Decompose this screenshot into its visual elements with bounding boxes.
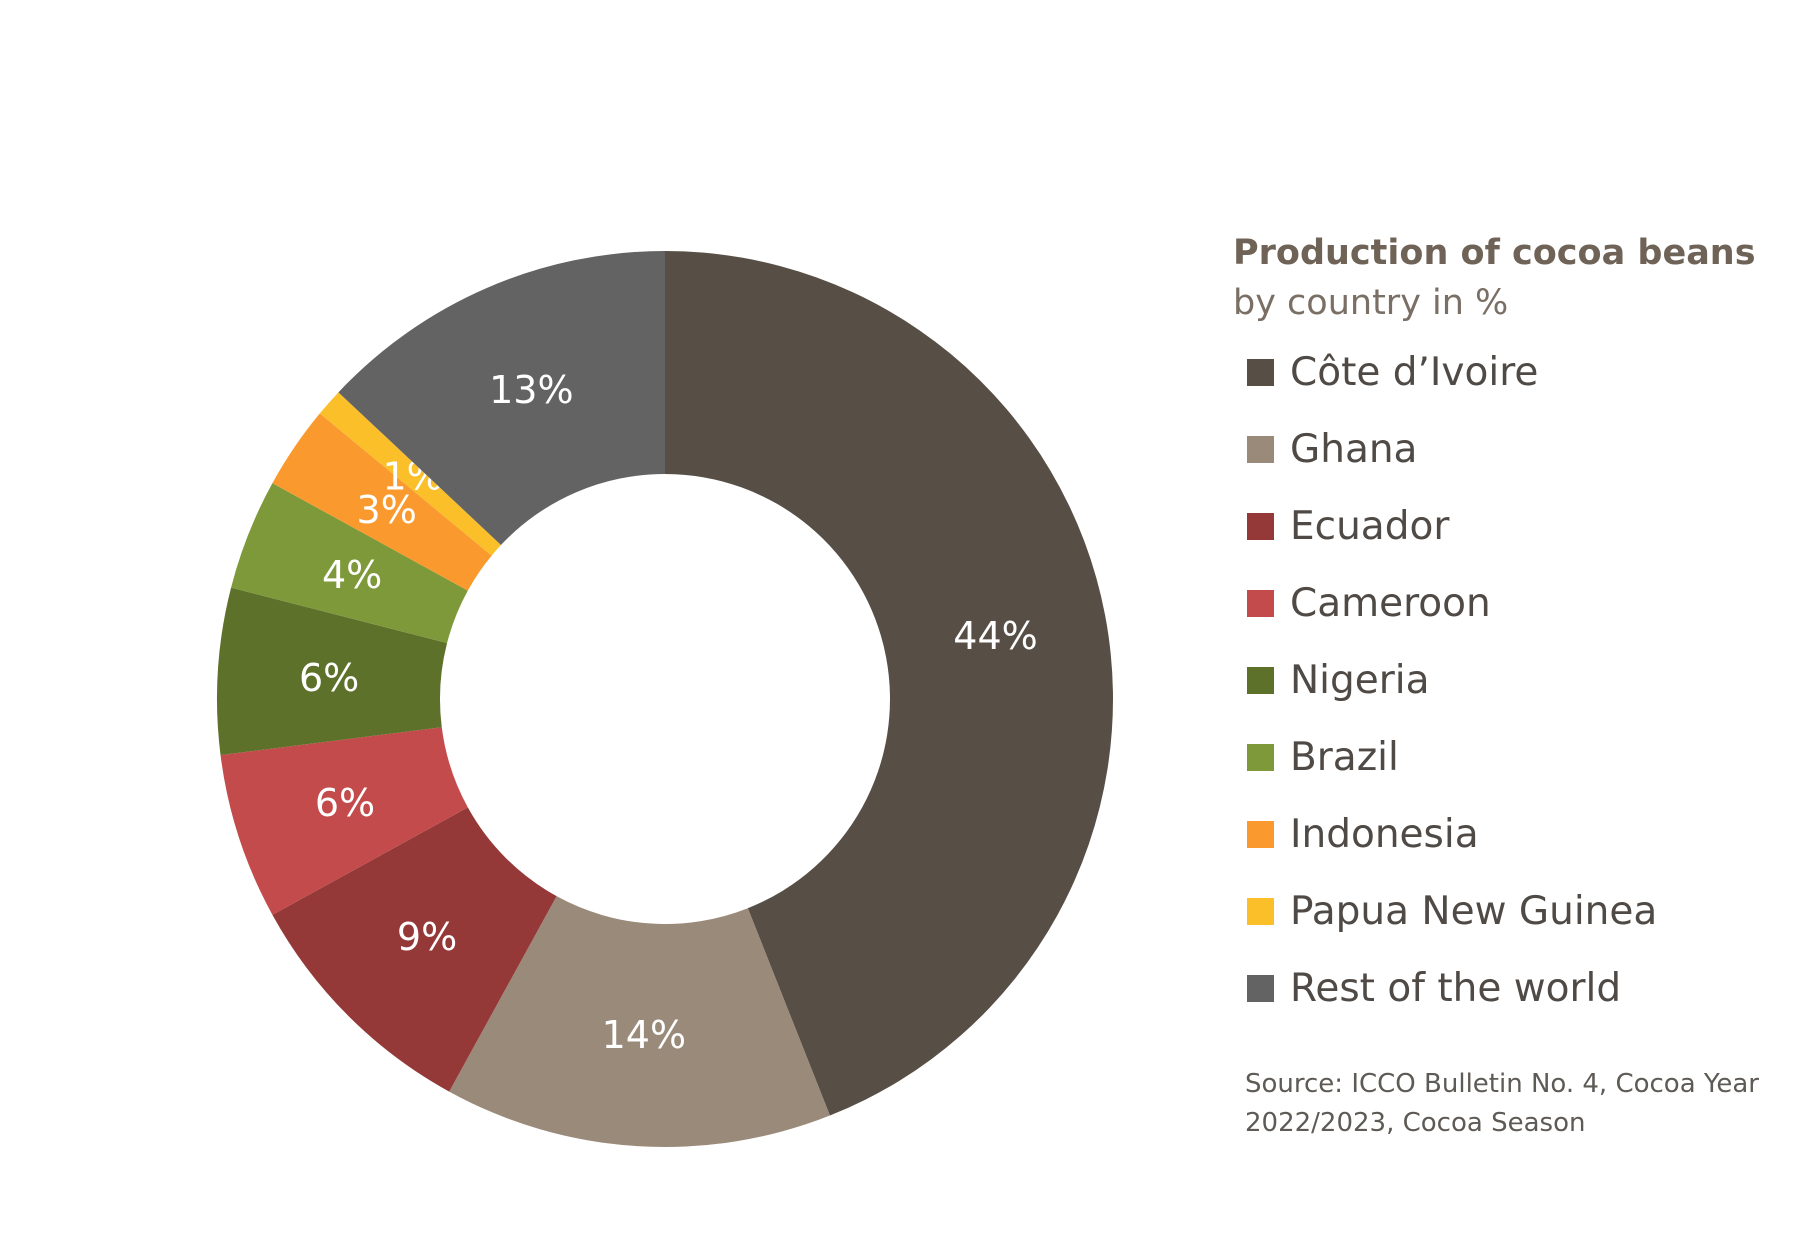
slice-c-te-d-ivoire — [665, 251, 1114, 1116]
slice-brazil — [231, 483, 468, 644]
legend-item: Indonesia — [1247, 796, 1756, 873]
legend-swatch — [1247, 744, 1274, 771]
data-label: 13% — [489, 368, 573, 412]
legend-item: Cameroon — [1247, 565, 1756, 642]
legend-label: Cameroon — [1290, 581, 1491, 626]
slice-rest-of-the-world — [338, 251, 665, 545]
legend-item: Nigeria — [1247, 642, 1756, 719]
legend-swatch — [1247, 513, 1274, 540]
legend-swatch — [1247, 667, 1274, 694]
data-label: 6% — [315, 781, 375, 825]
legend-label: Nigeria — [1290, 658, 1430, 703]
data-label: 9% — [397, 915, 457, 959]
legend-item: Ecuador — [1247, 488, 1756, 565]
legend-label: Côte d’Ivoire — [1290, 350, 1539, 395]
legend-swatch — [1247, 359, 1274, 386]
legend-label: Ecuador — [1290, 504, 1450, 549]
legend-item: Papua New Guinea — [1247, 873, 1756, 950]
source-note: Source: ICCO Bulletin No. 4, Cocoa Year … — [1245, 1069, 1759, 1138]
legend-swatch — [1247, 821, 1274, 848]
legend-swatch — [1247, 898, 1274, 925]
slice-indonesia — [272, 413, 492, 591]
data-label: 4% — [322, 553, 382, 597]
data-label: 14% — [602, 1013, 686, 1057]
legend-item: Côte d’Ivoire — [1247, 334, 1756, 411]
legend-swatch — [1247, 975, 1274, 1002]
slice-ghana — [449, 896, 830, 1148]
data-label: 44% — [953, 614, 1037, 658]
slice-papua-new-guinea — [319, 392, 501, 556]
legend-swatch — [1247, 590, 1274, 617]
slice-ecuador — [272, 807, 557, 1092]
data-label: 6% — [299, 656, 359, 700]
slice-cameroon — [220, 727, 468, 915]
legend: Production of cocoa beans by country in … — [1233, 228, 1756, 1027]
legend-label: Papua New Guinea — [1290, 889, 1658, 934]
legend-label: Ghana — [1290, 427, 1418, 472]
legend-item: Rest of the world — [1247, 950, 1756, 1027]
legend-label: Brazil — [1290, 735, 1399, 780]
legend-swatch — [1247, 436, 1274, 463]
legend-label: Rest of the world — [1290, 966, 1622, 1011]
slice-nigeria — [217, 587, 448, 756]
chart-subtitle: by country in % — [1233, 283, 1509, 323]
legend-item: Brazil — [1247, 719, 1756, 796]
chart-title: Production of cocoa beans — [1233, 233, 1756, 273]
data-label: 3% — [357, 488, 417, 532]
legend-label: Indonesia — [1290, 812, 1479, 857]
legend-item: Ghana — [1247, 411, 1756, 488]
